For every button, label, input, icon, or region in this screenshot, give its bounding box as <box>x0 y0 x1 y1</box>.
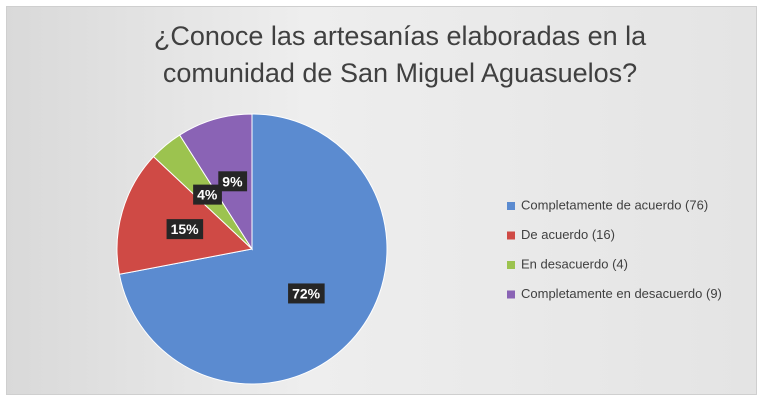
data-label-box <box>288 283 325 304</box>
data-label: 15% <box>166 219 204 240</box>
data-label-text: 4% <box>197 187 218 203</box>
data-label: 4% <box>193 184 222 205</box>
legend-swatch <box>507 231 515 240</box>
pie-slice <box>116 155 254 275</box>
data-label: 9% <box>218 171 248 192</box>
data-label-box <box>193 184 222 205</box>
data-label-text: 72% <box>292 285 321 301</box>
legend-label: De acuerdo (16) <box>521 227 615 242</box>
data-label-text: 15% <box>171 221 200 237</box>
chart-title: ¿Conoce las artesanías elaboradas en la … <box>153 21 647 88</box>
legend-label: En desacuerdo (4) <box>521 256 628 271</box>
pie-slice <box>118 113 388 385</box>
data-label-text: 9% <box>222 173 243 189</box>
data-label-box <box>218 171 248 192</box>
legend-label: Completamente en desacuerdo (9) <box>521 286 722 301</box>
legend-swatch <box>507 261 515 269</box>
legend-swatch <box>507 202 515 210</box>
legend-label: Completamente de acuerdo (76) <box>521 197 708 212</box>
data-label: 72% <box>288 283 325 304</box>
pie-slice <box>178 113 253 251</box>
data-label-box <box>166 219 204 240</box>
legend-swatch <box>507 290 515 299</box>
